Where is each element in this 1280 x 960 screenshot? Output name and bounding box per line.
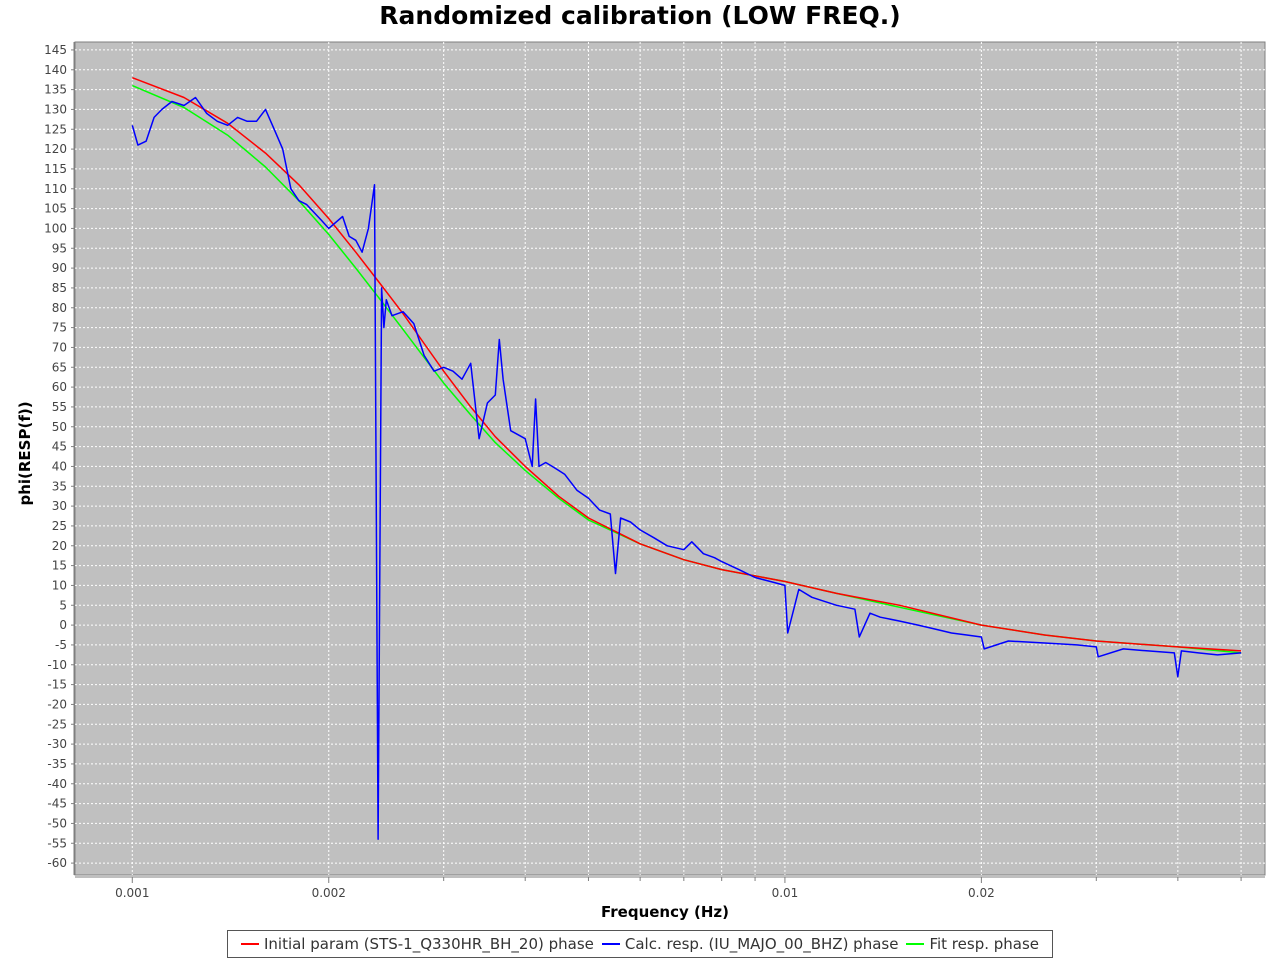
y-tick-label: 90 <box>52 261 67 275</box>
y-tick-label: 10 <box>52 578 67 592</box>
y-tick-label: -45 <box>47 797 67 811</box>
y-tick-label: 110 <box>44 182 67 196</box>
y-tick-label: -10 <box>47 658 67 672</box>
legend-item: Calc. resp. (IU_MAJO_00_BHZ) phase <box>601 935 899 953</box>
x-tick-label: 0.02 <box>968 886 995 900</box>
y-tick-label: -55 <box>47 836 67 850</box>
y-tick-label: -5 <box>55 638 67 652</box>
legend-item: Fit resp. phase <box>906 935 1039 953</box>
y-tick-label: 85 <box>52 281 67 295</box>
y-tick-label: 50 <box>52 420 67 434</box>
y-tick-label: 60 <box>52 380 67 394</box>
y-tick-label: 95 <box>52 241 67 255</box>
legend-label: Calc. resp. (IU_MAJO_00_BHZ) phase <box>624 935 899 953</box>
y-tick-label: 120 <box>44 142 67 156</box>
y-tick-label: 135 <box>44 83 67 97</box>
legend-label: Fit resp. phase <box>929 935 1040 953</box>
x-axis-label: Frequency (Hz) <box>601 903 729 921</box>
y-tick-label: 80 <box>52 301 67 315</box>
y-tick-label: 70 <box>52 340 67 354</box>
y-tick-label: -25 <box>47 717 67 731</box>
legend-item: Initial param (STS-1_Q330HR_BH_20) phase <box>240 935 594 953</box>
y-tick-label: 45 <box>52 440 67 454</box>
y-tick-label: -30 <box>47 737 67 751</box>
y-tick-label: 25 <box>52 519 67 533</box>
plot-area <box>74 41 1266 876</box>
chart-title: Randomized calibration (LOW FREQ.) <box>379 1 901 30</box>
legend: Initial param (STS-1_Q330HR_BH_20) phase… <box>227 930 1053 958</box>
y-tick-label: 130 <box>44 102 67 116</box>
y-tick-label: 145 <box>44 43 67 57</box>
series-line-1 <box>132 76 1242 652</box>
y-tick-label: -20 <box>47 697 67 711</box>
legend-swatch <box>240 943 259 945</box>
y-tick-label: -15 <box>47 678 67 692</box>
y-tick-label: -35 <box>47 757 67 771</box>
y-tick-label: 100 <box>44 221 67 235</box>
y-tick-label: 75 <box>52 321 67 335</box>
y-tick-label: -40 <box>47 777 67 791</box>
x-tick-label: 0.01 <box>772 886 799 900</box>
legend-swatch <box>601 943 620 945</box>
grid-lines <box>75 42 1265 875</box>
y-tick-label: 20 <box>52 539 67 553</box>
y-axis-label: phi(RESP(f)) <box>16 401 34 505</box>
y-tick-label: 55 <box>52 400 67 414</box>
y-tick-label: 40 <box>52 459 67 473</box>
y-tick-label: 30 <box>52 499 67 513</box>
y-tick-label: 15 <box>52 559 67 573</box>
y-tick-label: 35 <box>52 479 67 493</box>
y-tick-label: -50 <box>47 816 67 830</box>
y-tick-label: -60 <box>47 856 67 870</box>
y-tick-label: 5 <box>59 598 67 612</box>
x-tick-label: 0.002 <box>312 886 346 900</box>
y-tick-label: 65 <box>52 360 67 374</box>
y-tick-label: 115 <box>44 162 67 176</box>
y-tick-label: 125 <box>44 122 67 136</box>
y-tick-label: 0 <box>59 618 67 632</box>
y-tick-label: 140 <box>44 63 67 77</box>
x-tick-label: 0.001 <box>115 886 149 900</box>
series-lines <box>131 76 1242 841</box>
legend-swatch <box>906 943 925 945</box>
axes: 1451401351301251201151101051009590858075… <box>44 42 1265 900</box>
legend-label: Initial param (STS-1_Q330HR_BH_20) phase <box>263 935 594 953</box>
y-tick-label: 105 <box>44 202 67 216</box>
series-line-2 <box>131 96 1242 841</box>
